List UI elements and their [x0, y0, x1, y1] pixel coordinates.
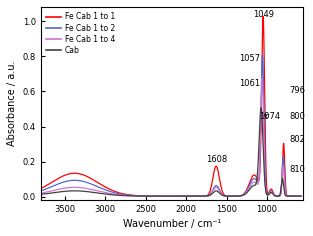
Text: 800: 800 — [289, 112, 305, 121]
Legend: Fe Cab 1 to 1, Fe Cab 1 to 2, Fe Cab 1 to 4, Cab: Fe Cab 1 to 1, Fe Cab 1 to 2, Fe Cab 1 t… — [44, 11, 117, 57]
Text: 1061: 1061 — [239, 79, 260, 88]
Text: 802: 802 — [289, 135, 305, 144]
Text: 1057: 1057 — [239, 54, 260, 63]
Text: 1049: 1049 — [253, 10, 274, 19]
Text: 1074: 1074 — [259, 112, 280, 122]
X-axis label: Wavenumber / cm⁻¹: Wavenumber / cm⁻¹ — [123, 219, 221, 229]
Text: 810: 810 — [289, 165, 305, 174]
Text: 796: 796 — [289, 86, 305, 95]
Y-axis label: Absorbance / a.u.: Absorbance / a.u. — [7, 61, 17, 146]
Text: 1608: 1608 — [206, 155, 228, 164]
